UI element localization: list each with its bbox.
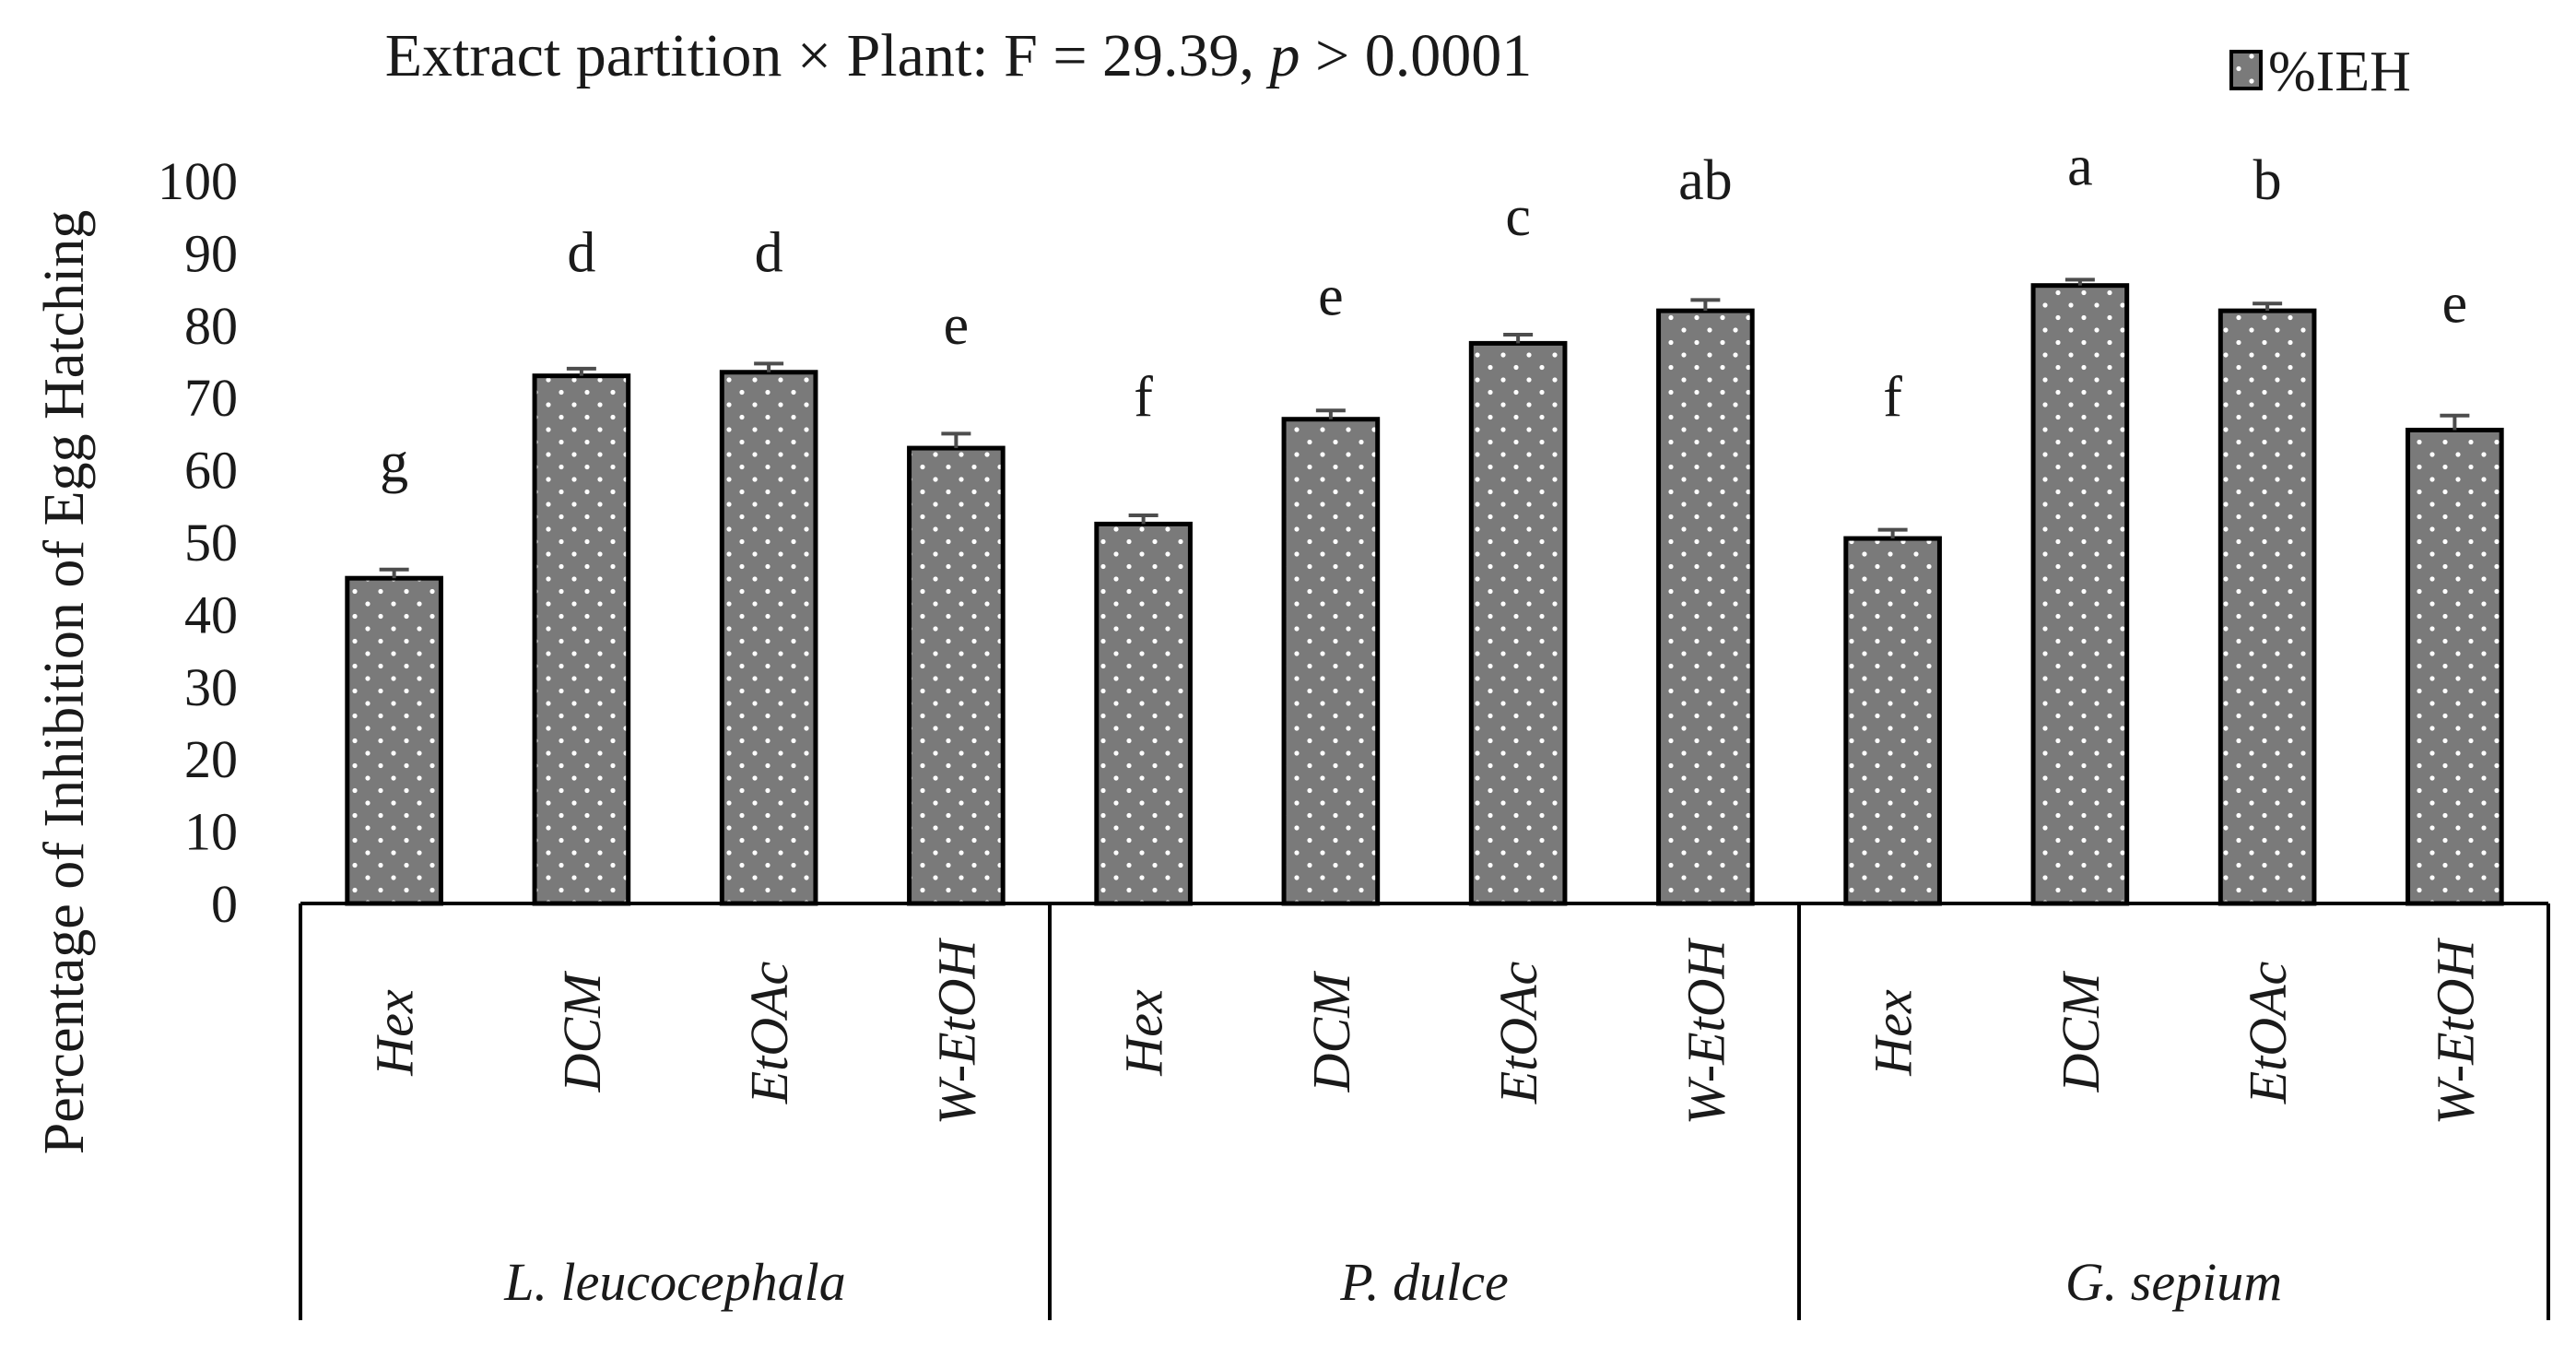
y-tick-label: 30 — [184, 657, 238, 717]
y-tick-label: 20 — [184, 729, 238, 789]
error-bar — [2253, 301, 2283, 312]
bar — [2217, 308, 2317, 906]
category-label: Hex — [365, 989, 425, 1077]
group-label: G. sepium — [2065, 1252, 2282, 1312]
category-label: W-EtOH — [2425, 937, 2485, 1125]
category-label: EtOAc — [739, 961, 799, 1104]
y-tick-label: 70 — [184, 368, 238, 428]
y-tick-labels: 0 10 20 30 40 50 60 70 80 90 100 — [158, 151, 238, 934]
error-bar — [1315, 408, 1346, 419]
bar — [1656, 308, 1755, 906]
error-bar — [2064, 277, 2095, 286]
bar — [1468, 340, 1568, 906]
significance-letter: d — [567, 221, 595, 284]
significance-letter: ab — [1678, 149, 1733, 212]
group-labels: L. leucocephala P. dulce G. sepium — [503, 1252, 2282, 1312]
category-label: EtOAc — [1488, 961, 1548, 1104]
error-bar — [379, 567, 409, 579]
bar — [345, 575, 443, 906]
error-bar — [1877, 527, 1908, 539]
y-tick-label: 0 — [211, 874, 238, 934]
significance-letter: d — [755, 221, 783, 284]
bar — [2030, 283, 2130, 906]
group-label: P. dulce — [1339, 1252, 1509, 1312]
bar — [1094, 521, 1193, 906]
significance-letter: g — [380, 431, 408, 494]
significance-letter: c — [1505, 185, 1531, 248]
error-bar — [566, 366, 596, 376]
significance-letter: e — [944, 294, 970, 357]
category-label: DCM — [2051, 971, 2111, 1093]
category-label: Hex — [1114, 989, 1174, 1077]
error-bars — [379, 277, 2470, 579]
error-bar — [1690, 298, 1721, 312]
significance-letter: f — [1883, 366, 1902, 429]
chart-title: Extract partition × Plant: F = 29.39, p … — [385, 22, 1533, 89]
category-label: W-EtOH — [926, 937, 986, 1125]
bar — [719, 370, 818, 906]
chart-title-p: p — [1266, 22, 1300, 89]
bar — [1281, 417, 1381, 906]
chart-title-prefix: Extract partition × Plant: F = 29.39, — [385, 22, 1270, 89]
error-bar — [2440, 413, 2470, 431]
category-labels: Hex DCM EtOAc W-EtOH Hex DCM EtOAc W-EtOH Hex DCM… — [365, 937, 2486, 1125]
significance-letter: b — [2253, 149, 2282, 212]
legend: %IEH — [2229, 41, 2411, 103]
bar — [1843, 536, 1942, 906]
y-axis-title: Percentage of Inhibition of Egg Hatching — [33, 210, 96, 1154]
y-tick-label: 50 — [184, 513, 238, 573]
error-bar — [1128, 513, 1159, 525]
y-tick-label: 100 — [158, 151, 238, 211]
category-label: W-EtOH — [1676, 937, 1735, 1125]
error-bar — [754, 361, 784, 372]
y-tick-label: 60 — [184, 441, 238, 501]
y-tick-label: 90 — [184, 223, 238, 283]
y-tick-label: 10 — [184, 802, 238, 862]
bar — [907, 445, 1006, 906]
error-bar — [941, 431, 971, 449]
category-label: Hex — [1864, 989, 1923, 1077]
legend-label: %IEH — [2268, 41, 2411, 103]
chart-title-suffix: > 0.0001 — [1300, 22, 1533, 89]
bar — [2405, 427, 2504, 906]
significance-letter: a — [2067, 135, 2093, 197]
bars — [345, 283, 2504, 906]
significance-letter: e — [1318, 265, 1344, 327]
category-label: DCM — [552, 971, 612, 1093]
y-tick-label: 80 — [184, 296, 238, 356]
error-bar — [1503, 332, 1534, 344]
axes — [299, 902, 2550, 1320]
significance-letter: f — [1134, 366, 1153, 429]
category-label: EtOAc — [2238, 961, 2298, 1104]
legend-swatch — [2229, 50, 2263, 90]
y-tick-label: 40 — [184, 584, 238, 644]
category-label: DCM — [1301, 971, 1361, 1093]
bar — [532, 373, 631, 906]
group-label: L. leucocephala — [503, 1252, 845, 1312]
significance-letter: e — [2442, 272, 2468, 335]
